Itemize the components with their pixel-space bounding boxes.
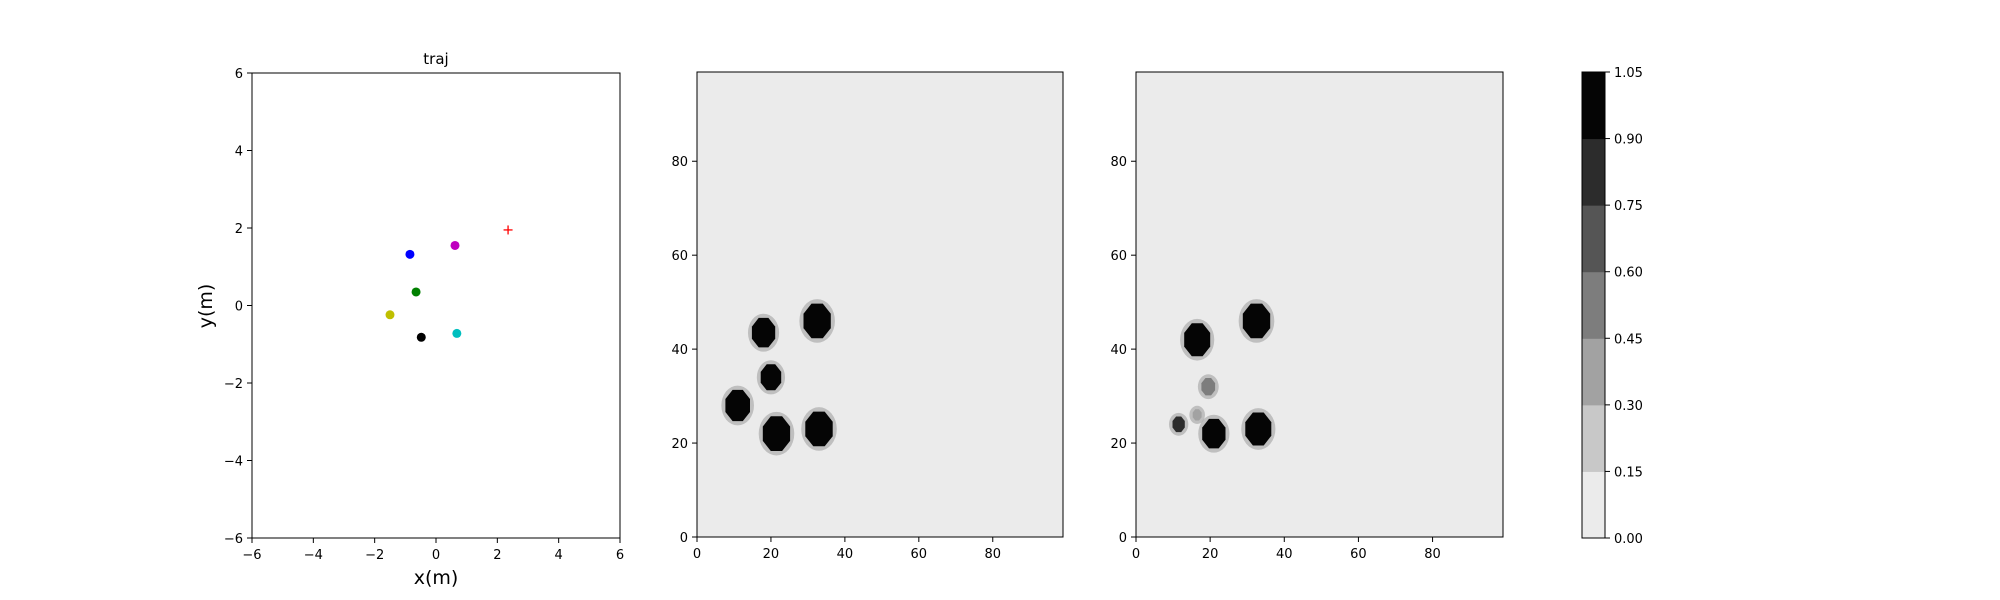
traj-panel: −6 −4 −2 0 2 4 6 −6 −4 −2 0 2 4 6 traj x(m) y(m) (195, 50, 624, 589)
heatmap-2-y-tick-label: 0 (1119, 531, 1127, 546)
heatmap-1-x-tick-label: 80 (984, 547, 1001, 562)
traj-x-tick-label: 4 (555, 548, 563, 563)
heatmap-1-y-tick-label: 0 (680, 531, 688, 546)
traj-y-tick-label: 6 (235, 67, 243, 82)
heatmap-1-blobs (721, 299, 837, 456)
heatmap-2-x-tick-label: 20 (1202, 547, 1219, 562)
heatmap-2-blob (1172, 416, 1185, 433)
agent-point (450, 240, 460, 250)
traj-y-tick-label: −2 (224, 377, 243, 392)
colorbar-ticks: 0.00 0.15 0.30 0.45 0.60 0.75 0.90 1.05 (1605, 66, 1643, 547)
heatmap-2-y-ticks: 0 20 40 60 80 (1110, 155, 1136, 546)
colorbar-band (1582, 138, 1605, 206)
heatmap-2-blob (1242, 303, 1271, 339)
agent-point (452, 328, 462, 338)
traj-x-tick-label: 0 (432, 548, 440, 563)
colorbar-tick-label: 0.00 (1614, 532, 1643, 547)
heatmap-2-background (1136, 72, 1503, 537)
colorbar-frame (1581, 71, 1606, 539)
colorbar-band (1582, 205, 1605, 273)
heatmap-1-blob (805, 411, 833, 447)
traj-x-label: x(m) (414, 567, 459, 589)
heatmap-1-axes-frame (696, 71, 1064, 538)
heatmap-1-blob (751, 317, 776, 348)
traj-y-label: y(m) (195, 284, 217, 329)
heatmap-2-blob (1201, 378, 1216, 396)
agent-point (411, 287, 421, 297)
traj-x-ticks: −6 −4 −2 0 2 4 6 (242, 538, 624, 563)
heatmap-2-axes-frame (1135, 71, 1504, 538)
colorbar-tick-label: 1.05 (1614, 66, 1643, 81)
colorbar: 0.00 0.15 0.30 0.45 0.60 0.75 0.90 1.05 (1581, 66, 1643, 547)
agent-point (405, 249, 415, 259)
traj-y-tick-label: 0 (235, 300, 243, 315)
traj-y-tick-label: 2 (235, 222, 243, 237)
heatmap-1-x-tick-label: 60 (911, 547, 928, 562)
heatmap-2-x-ticks: 0 20 40 60 80 (1132, 537, 1441, 562)
heatmap-2-y-tick-label: 40 (1110, 343, 1127, 358)
heatmap-2-blob (1245, 412, 1272, 446)
heatmap-1-x-ticks: 0 20 40 60 80 (693, 537, 1001, 562)
heatmap-1-y-ticks: 0 20 40 60 80 (671, 155, 697, 546)
heatmap-1-blob (762, 416, 791, 451)
heatmap-1-panel: 0 20 40 60 80 0 20 40 60 80 (671, 71, 1064, 562)
heatmap-1-x-tick-label: 40 (837, 547, 854, 562)
colorbar-bands (1582, 72, 1605, 539)
heatmap-2-x-tick-label: 80 (1424, 547, 1441, 562)
traj-x-tick-label: −4 (304, 548, 323, 563)
heatmap-1-y-tick-label: 20 (671, 437, 688, 452)
heatmap-1-y-tick-label: 80 (671, 155, 688, 170)
colorbar-band (1582, 404, 1605, 472)
colorbar-tick-label: 0.45 (1614, 332, 1643, 347)
heatmap-2-blob (1184, 323, 1211, 357)
traj-y-tick-label: −4 (224, 455, 243, 470)
heatmap-2-y-tick-label: 60 (1110, 249, 1127, 264)
colorbar-band (1582, 471, 1605, 539)
colorbar-band (1582, 338, 1605, 406)
colorbar-tick-label: 0.60 (1614, 266, 1643, 281)
heatmap-1-blob (760, 364, 782, 391)
traj-x-tick-label: 2 (493, 548, 501, 563)
agent-point (385, 310, 395, 320)
heatmap-1-x-tick-label: 20 (763, 547, 780, 562)
heatmap-1-x-tick-label: 0 (693, 547, 701, 562)
colorbar-band (1582, 271, 1605, 339)
heatmap-2-x-tick-label: 0 (1132, 547, 1140, 562)
heatmap-2-y-tick-label: 20 (1110, 437, 1127, 452)
heatmap-2-blobs (1168, 299, 1276, 453)
traj-y-tick-label: −6 (224, 532, 243, 547)
heatmap-1-y-tick-label: 60 (671, 249, 688, 264)
heatmap-1-background (697, 72, 1063, 537)
heatmap-1-y-tick-label: 40 (671, 343, 688, 358)
traj-plot-area (252, 73, 620, 538)
colorbar-tick-label: 0.75 (1614, 199, 1643, 214)
colorbar-tick-label: 0.30 (1614, 399, 1643, 414)
heatmap-2-blob (1202, 418, 1226, 449)
heatmap-2-panel: 0 20 40 60 80 0 20 40 60 80 (1110, 71, 1504, 562)
heatmap-1-blob (725, 389, 750, 422)
heatmap-2-x-tick-label: 40 (1276, 547, 1293, 562)
traj-y-tick-label: 4 (235, 145, 243, 160)
traj-title: traj (423, 50, 448, 68)
heatmap-2-blob (1192, 409, 1202, 421)
heatmap-1-blob (803, 303, 831, 339)
traj-x-tick-label: 6 (616, 548, 624, 563)
traj-y-ticks: −6 −4 −2 0 2 4 6 (224, 67, 252, 547)
colorbar-band (1582, 72, 1605, 140)
traj-x-tick-label: −6 (242, 548, 261, 563)
colorbar-tick-label: 0.15 (1614, 465, 1643, 480)
colorbar-tick-label: 0.90 (1614, 133, 1643, 148)
heatmap-2-y-tick-label: 80 (1110, 155, 1127, 170)
agent-point (416, 332, 426, 342)
traj-points (385, 225, 513, 342)
heatmap-2-x-tick-label: 60 (1350, 547, 1367, 562)
traj-x-tick-label: −2 (365, 548, 384, 563)
